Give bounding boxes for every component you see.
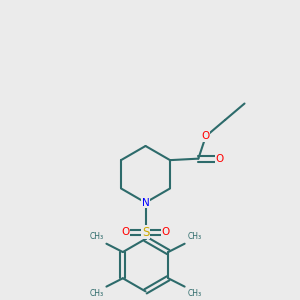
Text: CH₃: CH₃	[89, 232, 103, 241]
Text: CH₃: CH₃	[89, 289, 103, 298]
Text: N: N	[142, 198, 149, 208]
Text: O: O	[215, 154, 223, 164]
Text: O: O	[162, 227, 170, 237]
Text: CH₃: CH₃	[188, 289, 202, 298]
Text: S: S	[142, 226, 149, 239]
Text: O: O	[121, 227, 129, 237]
Text: CH₃: CH₃	[188, 232, 202, 241]
Text: O: O	[202, 131, 210, 141]
